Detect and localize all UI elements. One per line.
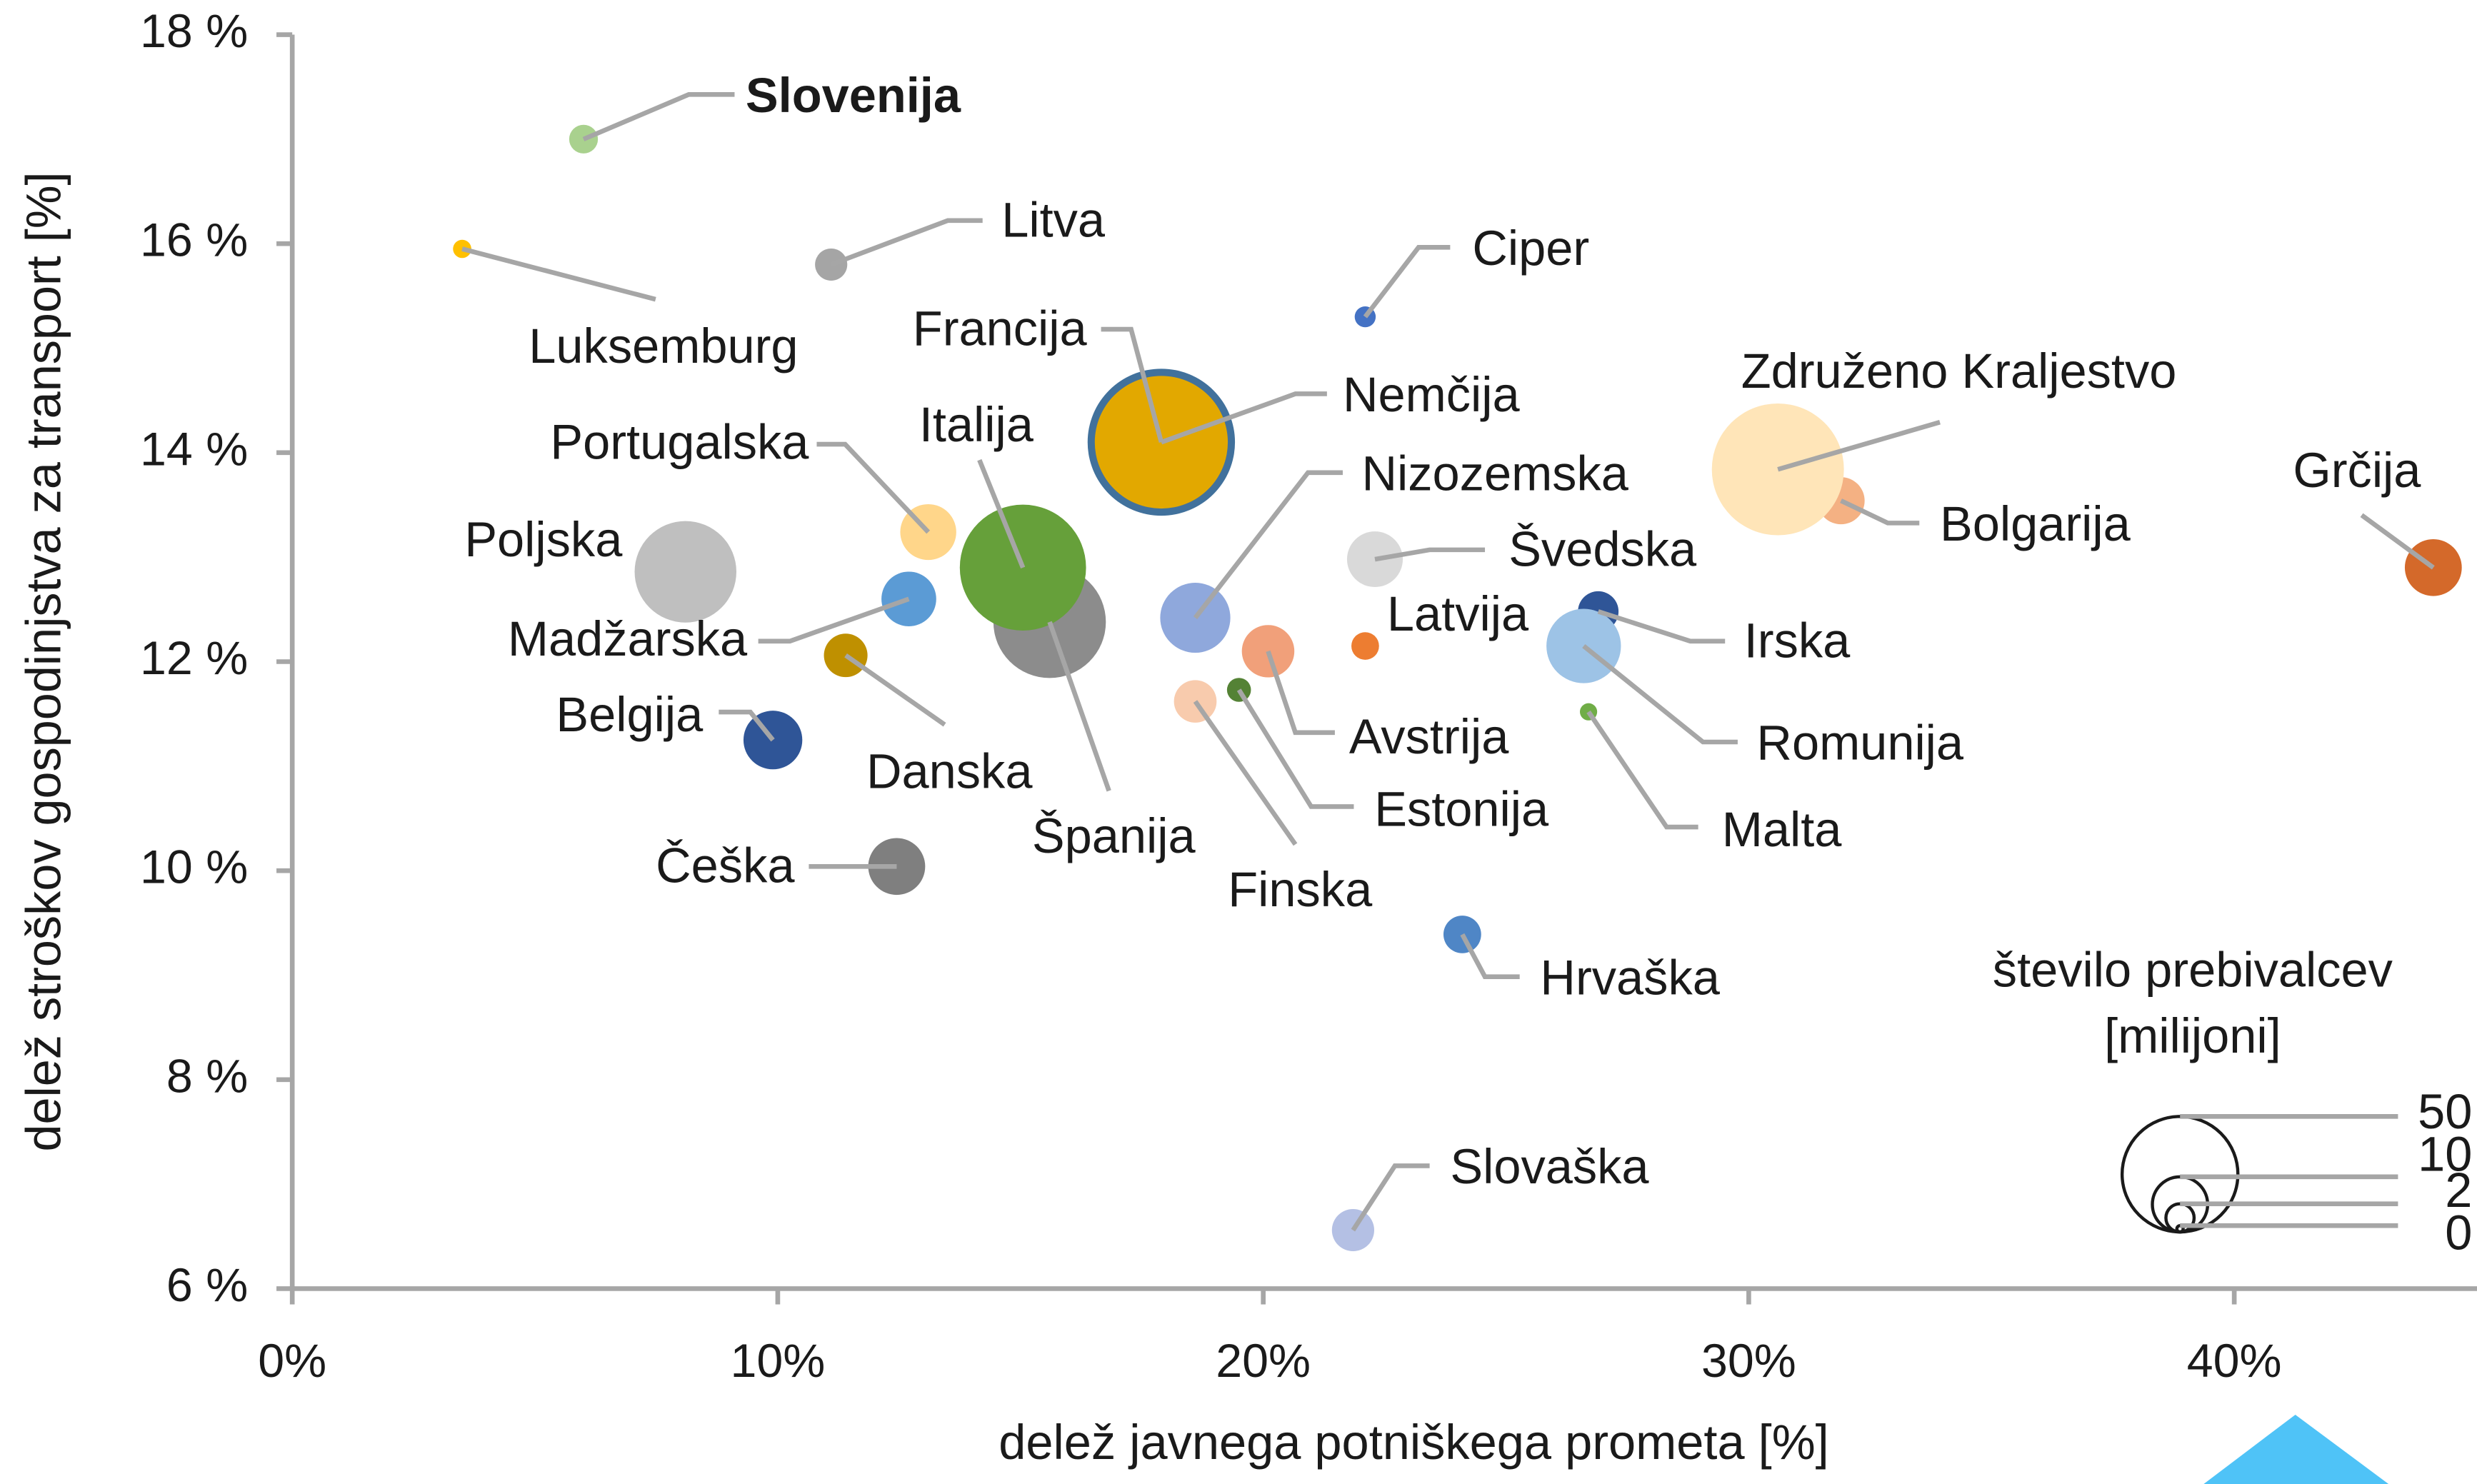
y-tick-label: 16 % (140, 214, 248, 267)
point-label: Slovaška (1450, 1139, 1649, 1194)
leader-line (719, 709, 775, 742)
leader-line (1351, 1163, 1430, 1232)
bubble (743, 711, 803, 770)
point-label: Luksemburg (529, 319, 798, 373)
point-label: Nemčija (1343, 367, 1521, 422)
bubble (868, 838, 926, 896)
point-label: Belgija (556, 687, 704, 742)
bubble (1160, 583, 1231, 653)
point-label: Avstrija (1349, 709, 1509, 764)
leader-line (1374, 547, 1486, 562)
leader-line (2360, 513, 2435, 570)
bubble (1351, 632, 1379, 660)
point-label: Grčija (2293, 443, 2421, 498)
size-legend-label: 50 (2418, 1084, 2472, 1139)
x-tick-label: 40% (2187, 1335, 2282, 1388)
point-label: Francija (913, 301, 1088, 356)
leader-line (1586, 710, 1698, 830)
bubble (634, 521, 736, 623)
leader-line (1460, 933, 1520, 979)
bubble (1241, 625, 1295, 678)
leader-line (1160, 391, 1327, 445)
size-legend-label: 10 (2418, 1127, 2472, 1182)
y-tick-label: 12 % (140, 632, 248, 685)
leader-line (1101, 326, 1164, 443)
point-label: Madžarska (508, 611, 748, 666)
point-label: Švedska (1508, 521, 1697, 576)
x-tick-label: 30% (1701, 1335, 1796, 1388)
size-legend-label: 2 (2445, 1163, 2472, 1218)
y-tick-label: 6 % (166, 1259, 248, 1312)
size-legend-label: 0 (2445, 1205, 2472, 1260)
point-label: Irska (1744, 613, 1851, 668)
leader-line (758, 596, 910, 644)
point-label: Hrvaška (1540, 950, 1720, 1005)
leader-line (1777, 420, 1941, 472)
y-tick-label: 8 % (166, 1050, 248, 1103)
point-label: Češka (656, 838, 795, 893)
point-label: Španija (1032, 808, 1196, 863)
decor-triangle (2203, 1414, 2389, 1484)
x-tick-label: 10% (731, 1335, 826, 1388)
point-label: Bolgarija (1940, 496, 2131, 551)
leader-line (1266, 650, 1335, 736)
point-label: Danska (866, 743, 1033, 798)
y-axis-label: delež stroškov gospodinjstva za transpor… (16, 171, 71, 1151)
leader-line (816, 441, 931, 534)
point-label: Ciper (1472, 221, 1589, 276)
leader-line (1193, 700, 1298, 846)
point-label: Slovenija (746, 68, 961, 123)
leader-line (1047, 621, 1111, 792)
bubble (824, 633, 868, 678)
x-tick-label: 0% (258, 1335, 326, 1388)
leader-line (977, 458, 1026, 569)
y-tick-label: 14 % (140, 423, 248, 476)
point-label: Litva (1001, 192, 1106, 247)
leader-line (1582, 643, 1738, 745)
y-tick-label: 10 % (140, 841, 248, 894)
point-label: Poljska (464, 512, 623, 567)
x-axis-label: delež javnega potniškega prometa [%] (999, 1415, 1828, 1470)
x-tick-label: 20% (1216, 1335, 1311, 1388)
leader-line (1840, 498, 1920, 526)
size-legend-circle (2120, 1115, 2240, 1234)
point-label: Združeno Kraljestvo (1741, 344, 2177, 398)
point-label: Latvija (1387, 586, 1529, 641)
y-tick-label: 18 % (140, 5, 248, 58)
leader-line (1597, 609, 1726, 644)
leader-line (830, 218, 983, 267)
point-label: Estonija (1374, 781, 1549, 836)
leader-line (582, 92, 735, 141)
size-legend-title: število prebivalcev (1993, 942, 2393, 997)
leader-line (1236, 688, 1354, 809)
leader-line (461, 246, 656, 302)
leader-line (844, 653, 946, 727)
leader-line (1363, 245, 1451, 319)
leader-line (1193, 470, 1343, 620)
point-label: Portugalska (550, 414, 809, 469)
point-label: Romunija (1756, 716, 1964, 771)
point-label: Nizozemska (1362, 446, 1629, 501)
bubble (1331, 1208, 1375, 1252)
point-label: Malta (1722, 802, 1843, 857)
bubble (453, 239, 471, 259)
point-label: Finska (1228, 862, 1373, 917)
point-label: Italija (919, 397, 1034, 452)
size-legend-title: [milijoni] (2104, 1008, 2281, 1063)
